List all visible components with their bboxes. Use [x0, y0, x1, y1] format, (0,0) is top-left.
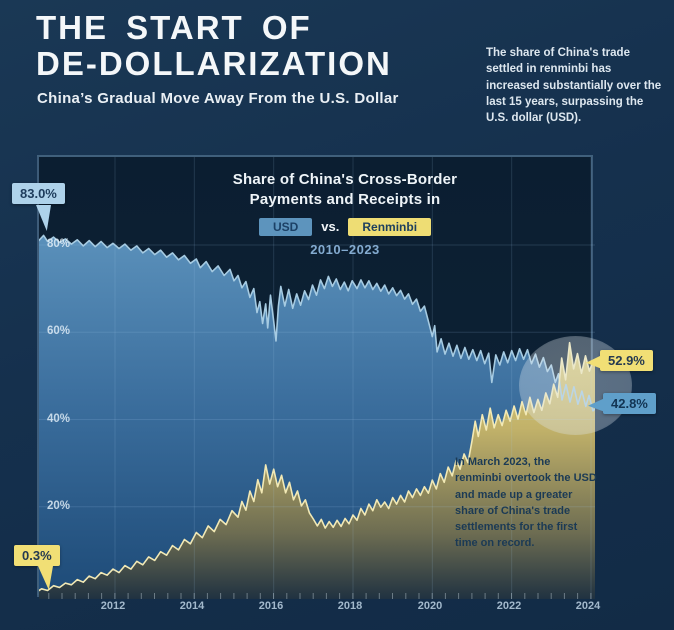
x-axis-label-2020: 2020 [417, 600, 443, 612]
legend-usd-badge: USD [258, 217, 313, 236]
chart-panel: Share of China's Cross-Border Payments a… [37, 155, 595, 599]
x-axis-label-2018: 2018 [337, 600, 363, 612]
chart-period-label: 2010–2023 [310, 241, 380, 257]
chart-heading-line1: Share of China's Cross-Border [232, 171, 458, 188]
y-axis-label-80: 80% [47, 238, 71, 250]
legend-renminbi-badge: Renminbi [348, 217, 432, 236]
legend-vs-label: vs. [321, 219, 340, 234]
callout-usd-start: 83.0% [12, 183, 65, 204]
page-title-line2: DE-DOLLARIZATION [36, 44, 392, 82]
x-axis-label-2024: 2024 [575, 600, 601, 612]
page-subtitle: China’s Gradual Move Away From the U.S. … [37, 90, 399, 107]
page-title: THE START OF DE-DOLLARIZATION [36, 10, 392, 81]
chart-heading-line2: Payments and Receipts in [249, 191, 441, 209]
x-axis-label-2012: 2012 [100, 600, 126, 612]
chart-legend: USD vs. Renminbi [99, 217, 591, 236]
y-axis-label-60: 60% [47, 325, 71, 337]
intro-note: The share of China's trade settled in re… [486, 47, 662, 125]
x-axis-label-2014: 2014 [179, 600, 205, 612]
callout-usd-end: 42.8% [603, 393, 656, 414]
callout-renminbi-start: 0.3% [14, 545, 60, 566]
chart-heading: Share of China's Cross-Border Payments a… [99, 170, 591, 257]
y-axis-label-20: 20% [47, 500, 71, 512]
x-axis-label-2022: 2022 [496, 600, 522, 612]
y-axis-label-40: 40% [47, 413, 71, 425]
x-axis-label-2016: 2016 [258, 600, 284, 612]
page-title-line1: THE START OF [36, 9, 312, 46]
callout-renminbi-end: 52.9% [600, 350, 653, 371]
crossover-annotation: In March 2023, the renminbi overtook the… [455, 456, 597, 550]
